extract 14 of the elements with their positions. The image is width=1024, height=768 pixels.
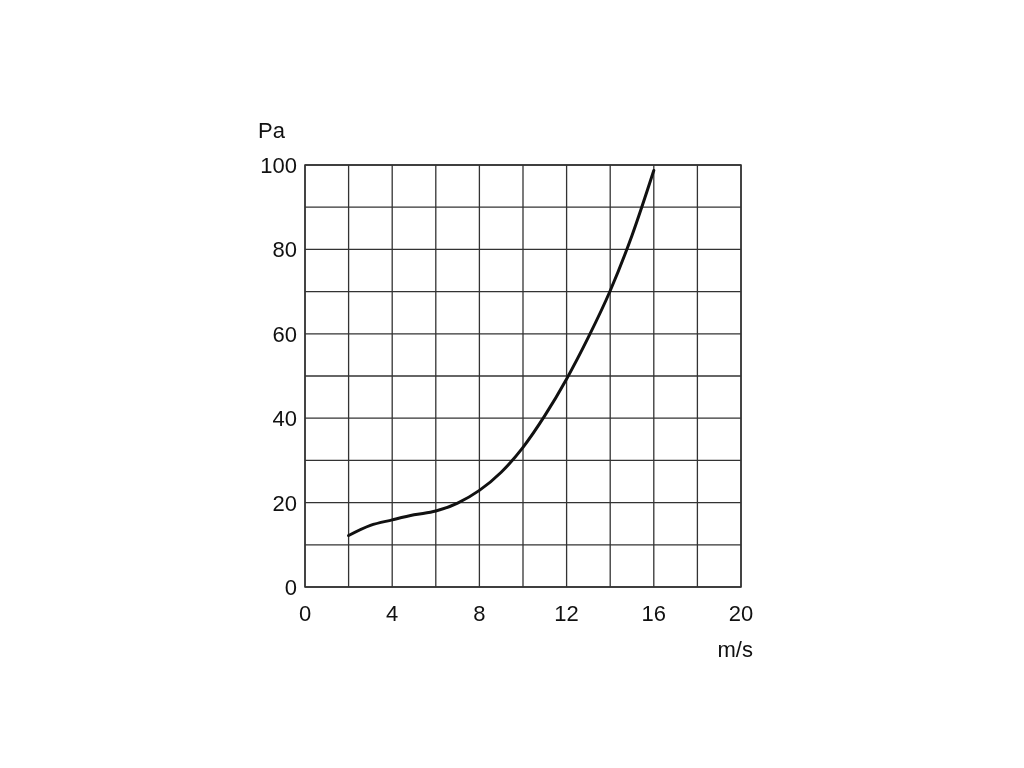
x-tick-label: 20 bbox=[728, 601, 754, 626]
x-tick-label: 12 bbox=[554, 601, 579, 626]
x-tick-label: 16 bbox=[641, 601, 667, 626]
y-tick-label: 20 bbox=[272, 490, 297, 516]
y-tick-label: 40 bbox=[272, 406, 297, 432]
y-tick-label: 80 bbox=[272, 237, 297, 263]
y-tick-label: 100 bbox=[260, 153, 297, 178]
x-tick-label: 4 bbox=[386, 601, 399, 626]
y-axis-title: Pa bbox=[258, 118, 286, 143]
x-axis-title: m/s bbox=[717, 637, 753, 662]
line-series bbox=[347, 168, 656, 538]
y-tick-label: 0 bbox=[284, 575, 297, 600]
x-tick-label: 8 bbox=[473, 601, 486, 626]
y-tick-label: 60 bbox=[272, 321, 297, 347]
